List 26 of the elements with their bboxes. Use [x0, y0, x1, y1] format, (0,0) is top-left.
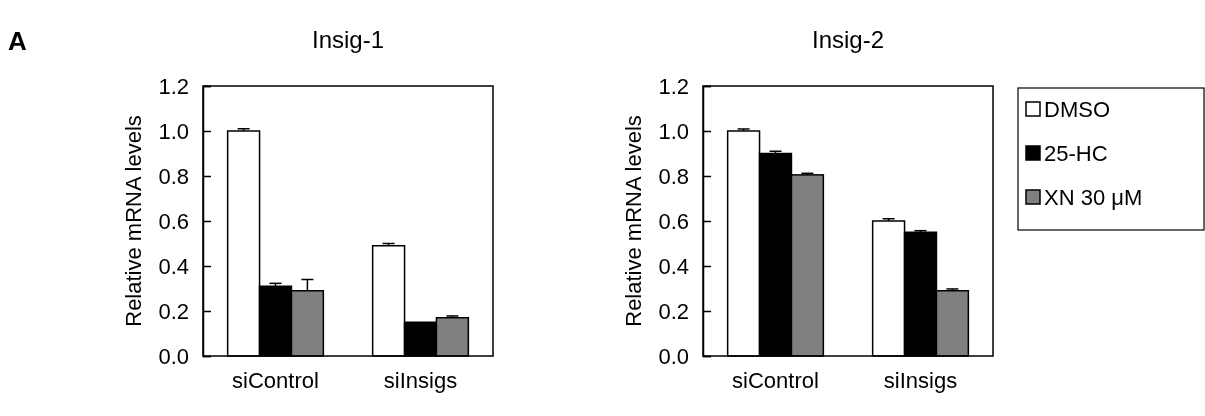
- y-tick-label: 0.0: [158, 343, 189, 369]
- y-tick-label: 0.8: [158, 163, 189, 189]
- x-tick-label: siControl: [232, 367, 319, 393]
- y-tick-label: 0.6: [158, 208, 189, 234]
- y-tick-label: 0.4: [158, 253, 189, 279]
- y-tick-label: 0.2: [658, 298, 689, 324]
- x-tick-label: siInsigs: [883, 367, 958, 393]
- y-tick-label: 1.0: [158, 118, 189, 144]
- y-tick-label: 1.0: [658, 118, 689, 144]
- text: A: [8, 26, 27, 56]
- chart-title: Insig-2: [811, 26, 885, 53]
- y-tick-label: 0.0: [658, 343, 689, 369]
- y-tick-label: 1.2: [658, 73, 689, 99]
- x-tick-label: siControl: [732, 367, 819, 393]
- y-tick-label: 0.2: [158, 298, 189, 324]
- y-axis-title: Relative mRNA levels: [121, 115, 146, 327]
- y-tick-label: 1.2: [158, 73, 189, 99]
- legend-label: XN 30 μM: [1044, 185, 1143, 210]
- legend-label: 25-HC: [1044, 141, 1108, 166]
- x-tick-label: siInsigs: [383, 367, 458, 393]
- y-axis-title: Relative mRNA levels: [621, 115, 646, 327]
- legend-label: DMSO: [1044, 97, 1110, 122]
- y-tick-label: 0.4: [658, 253, 689, 279]
- chart-title: Insig-1: [311, 26, 385, 53]
- y-tick-label: 0.8: [658, 163, 689, 189]
- y-tick-label: 0.6: [658, 208, 689, 234]
